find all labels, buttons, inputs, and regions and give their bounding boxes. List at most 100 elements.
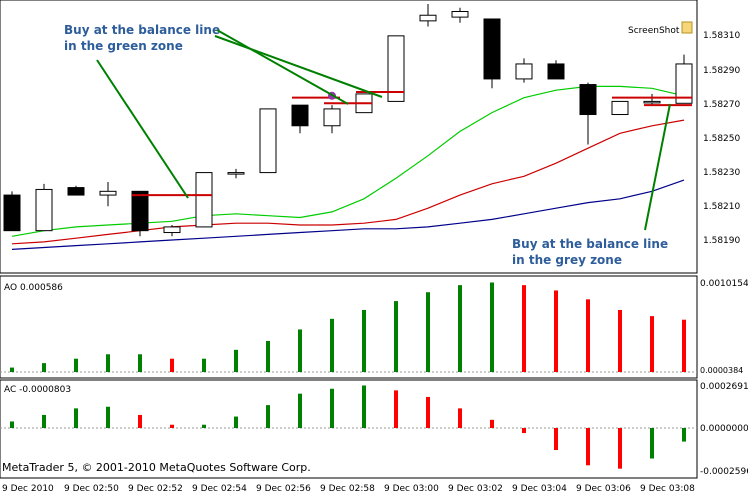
ao-bar — [490, 282, 494, 372]
ac-bar — [522, 428, 526, 434]
ao-bar — [138, 354, 142, 372]
main-price-panel[interactable] — [0, 0, 698, 274]
ac-bar — [10, 421, 14, 428]
candle-body — [419, 14, 437, 22]
green-pointer-line — [214, 35, 383, 98]
annotation-grey-line2: in the grey zone — [512, 253, 622, 267]
ao-bar — [106, 354, 110, 372]
ac-bar — [394, 390, 398, 428]
candle-body — [195, 172, 213, 228]
ac-bar — [266, 405, 270, 428]
candle-body — [387, 35, 405, 102]
ac-bar — [586, 428, 590, 466]
candle-body — [451, 10, 469, 18]
ac-bar — [74, 408, 78, 428]
ac-tick: -0.0002596 — [700, 467, 748, 477]
ac-bar — [682, 428, 686, 442]
candle-body — [611, 100, 629, 116]
ac-bar — [362, 385, 366, 428]
candle-body — [99, 190, 117, 196]
candle-body — [227, 172, 245, 175]
candle-body — [515, 63, 533, 80]
ao-bar — [10, 367, 14, 372]
price-tick: 1.58310 — [703, 31, 740, 41]
ao-tick: 0.0010154 — [700, 279, 748, 289]
time-label: 9 Dec 02:52 — [128, 484, 183, 494]
jaw-line — [11, 179, 685, 250]
price-tick: 1.58270 — [703, 100, 740, 110]
ac-panel[interactable] — [0, 379, 698, 479]
price-tick: 1.58230 — [703, 168, 740, 178]
price-tick: 1.58210 — [703, 202, 740, 212]
green-pointer-line — [216, 29, 349, 105]
ao-bar — [298, 329, 302, 372]
ao-bar — [458, 285, 462, 372]
screenshot-icon[interactable] — [681, 21, 693, 34]
candle-body — [35, 188, 53, 232]
ao-bar — [554, 290, 558, 372]
ao-tick: 0.0000384 — [700, 366, 743, 375]
annotation-grey-line1: Buy at the balance line — [512, 237, 668, 251]
candle-body — [163, 226, 181, 234]
price-tick: 1.58290 — [703, 66, 740, 76]
ac-bar — [234, 416, 238, 428]
time-label: 9 Dec 03:04 — [512, 484, 567, 494]
annotation-green-line1: Buy at the balance line — [64, 23, 220, 37]
ao-bar — [618, 309, 622, 372]
ac-bar — [330, 388, 334, 428]
copyright-text: MetaTrader 5, © 2001-2010 MetaQuotes Sof… — [2, 461, 311, 474]
time-label: 9 Dec 02:50 — [64, 484, 119, 494]
ac-label: AC -0.0000803 — [4, 385, 71, 395]
ao-bar — [202, 358, 206, 372]
green-pointer-line — [96, 59, 189, 199]
ac-bar — [170, 424, 174, 428]
time-label: 9 Dec 03:02 — [448, 484, 503, 494]
ac-bar — [554, 428, 558, 451]
ao-bar — [682, 319, 686, 372]
ao-bar — [74, 358, 78, 372]
ac-bar — [618, 428, 622, 469]
ac-bar — [298, 393, 302, 428]
annotation-arrows — [96, 29, 671, 231]
ao-bar — [42, 363, 46, 372]
time-label: 9 Dec 03:08 — [640, 484, 695, 494]
candle-body — [3, 194, 21, 232]
ac-tick: 0.0000000 — [700, 424, 748, 434]
time-axis: 9 Dec 2010 9 Dec 02:50 9 Dec 02:52 9 Dec… — [2, 484, 695, 494]
ac-tick: 0.0002691 — [700, 382, 748, 392]
ac-bar — [202, 424, 206, 428]
ac-bar — [42, 414, 46, 428]
candle-body — [579, 84, 597, 116]
ao-panel[interactable] — [0, 275, 698, 379]
ac-bar — [106, 406, 110, 428]
ao-bar — [586, 299, 590, 372]
alligator-lines — [11, 85, 685, 250]
candle-body — [483, 18, 501, 80]
candle-body — [547, 63, 565, 80]
time-label: 9 Dec 03:06 — [576, 484, 631, 494]
ao-bar — [426, 292, 430, 372]
lips-line — [11, 85, 685, 237]
price-scale: 1.58310 1.58290 1.58270 1.58250 1.58230 … — [703, 31, 740, 246]
teeth-line — [11, 119, 685, 245]
time-label: 9 Dec 03:00 — [384, 484, 439, 494]
candle-body — [131, 190, 149, 232]
ac-histogram — [10, 385, 686, 469]
ac-bar — [650, 428, 654, 459]
ao-histogram — [10, 282, 686, 372]
grey-pointer-line — [644, 103, 671, 231]
ao-bar — [394, 301, 398, 372]
candle-body — [323, 108, 341, 127]
ao-bar — [650, 316, 654, 372]
candle-body — [291, 104, 309, 127]
candle-body — [67, 187, 85, 196]
price-tick: 1.58250 — [703, 134, 740, 144]
candle-body — [259, 108, 277, 174]
time-label: 9 Dec 02:58 — [320, 484, 375, 494]
candles — [3, 4, 693, 237]
ao-label: AO 0.000586 — [4, 283, 63, 293]
time-label: 9 Dec 02:54 — [192, 484, 247, 494]
screenshot-label: ScreenShot — [628, 26, 680, 36]
ac-bar — [138, 414, 142, 428]
